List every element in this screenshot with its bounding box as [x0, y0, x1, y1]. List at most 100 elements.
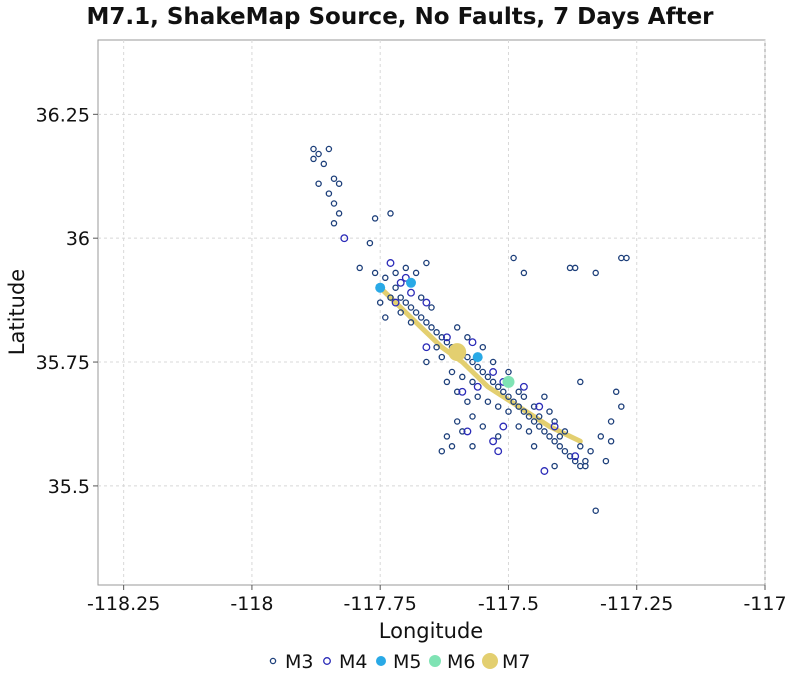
point-m3 — [443, 378, 451, 386]
point-m4 — [571, 452, 580, 461]
point-m3 — [592, 269, 599, 277]
point-m3 — [582, 462, 589, 470]
point-m3 — [402, 264, 410, 272]
plot-area — [97, 39, 766, 586]
legend-label-m6: M6 — [447, 651, 475, 673]
point-m3 — [525, 413, 533, 420]
y-tick-label: 35.75 — [36, 352, 90, 374]
point-m4 — [494, 447, 503, 456]
point-m3 — [438, 447, 446, 455]
grid-layer — [98, 40, 766, 585]
point-m4 — [468, 338, 477, 347]
point-m3 — [453, 324, 461, 331]
point-m4 — [391, 298, 400, 307]
point-m3 — [520, 393, 528, 400]
point-m3 — [546, 433, 553, 440]
point-m3 — [494, 383, 502, 391]
x-tick-label: -117.5 — [478, 593, 539, 615]
point-m3 — [546, 408, 553, 415]
point-m3 — [356, 264, 363, 272]
point-m3 — [535, 413, 543, 420]
point-m3 — [494, 433, 502, 440]
point-m3 — [325, 145, 333, 153]
rupture-trace-layer — [377, 285, 583, 444]
point-m3 — [412, 269, 420, 277]
point-m5 — [472, 352, 483, 363]
point-m3 — [464, 398, 471, 405]
point-m3 — [453, 418, 461, 425]
legend-marker-m4 — [323, 657, 331, 665]
point-m3 — [556, 433, 564, 440]
point-m3 — [443, 433, 451, 440]
point-m3 — [330, 200, 338, 207]
point-m4 — [463, 427, 472, 436]
point-m3 — [535, 423, 543, 430]
x-tick-label: -118 — [230, 593, 273, 615]
point-m3 — [520, 408, 528, 415]
point-m3 — [464, 334, 471, 341]
x-tick-label: -117.25 — [600, 593, 673, 615]
point-m3 — [402, 299, 410, 306]
point-m3 — [469, 358, 476, 366]
point-m3 — [551, 462, 558, 470]
point-m3 — [561, 428, 569, 435]
point-m3 — [510, 254, 517, 262]
y-tick-label: 35.5 — [48, 476, 90, 498]
rupture-trace-line — [377, 285, 583, 444]
point-m3 — [505, 408, 512, 415]
point-m3 — [310, 155, 317, 163]
point-m3 — [366, 239, 374, 247]
point-m3 — [515, 423, 522, 430]
point-m5 — [375, 282, 386, 293]
legend-label-m3: M3 — [285, 651, 313, 673]
point-m3 — [320, 160, 328, 168]
point-m3 — [423, 259, 430, 267]
point-m3 — [448, 368, 456, 376]
point-m3 — [423, 358, 430, 366]
point-m4 — [422, 343, 431, 352]
point-m6 — [502, 375, 515, 388]
point-m3 — [577, 378, 584, 386]
point-m3 — [530, 403, 538, 410]
point-m3 — [607, 418, 615, 425]
point-m3 — [484, 373, 492, 381]
y-axis-title: Latitude — [5, 269, 29, 355]
point-m3 — [541, 393, 548, 400]
legend-marker-m5 — [376, 656, 386, 666]
points-layer — [310, 145, 630, 514]
point-m3 — [469, 378, 476, 386]
point-m3 — [382, 274, 389, 282]
point-m4 — [540, 467, 549, 475]
point-m3 — [489, 358, 497, 366]
point-m4 — [550, 422, 559, 431]
chart-title: M7.1, ShakeMap Source, No Faults, 7 Days… — [86, 4, 714, 30]
point-m3 — [392, 284, 399, 291]
point-m3 — [433, 343, 440, 351]
point-m4 — [396, 278, 405, 287]
x-axis-title: Longitude — [379, 619, 483, 643]
x-tick-label: -117 — [743, 593, 786, 615]
point-m3 — [602, 457, 610, 465]
point-m3 — [453, 388, 461, 396]
legend-marker-m6 — [429, 655, 441, 667]
point-m3 — [407, 304, 415, 311]
point-m3 — [407, 319, 415, 326]
point-m3 — [397, 294, 404, 301]
point-m3 — [505, 393, 512, 400]
point-m3 — [592, 507, 599, 514]
point-m3 — [325, 190, 333, 197]
point-m3 — [443, 338, 451, 346]
x-tick-label: -118.25 — [87, 593, 160, 615]
point-m3 — [371, 269, 379, 277]
point-m3 — [612, 388, 620, 396]
point-m3 — [417, 294, 425, 301]
point-m3 — [561, 447, 569, 455]
point-m3 — [428, 304, 435, 311]
point-m4 — [340, 234, 349, 243]
point-m3 — [382, 314, 389, 321]
point-m3 — [479, 368, 487, 376]
point-m3 — [433, 329, 440, 336]
point-m3 — [510, 398, 517, 405]
point-m3 — [469, 443, 476, 450]
point-m3 — [417, 314, 425, 321]
